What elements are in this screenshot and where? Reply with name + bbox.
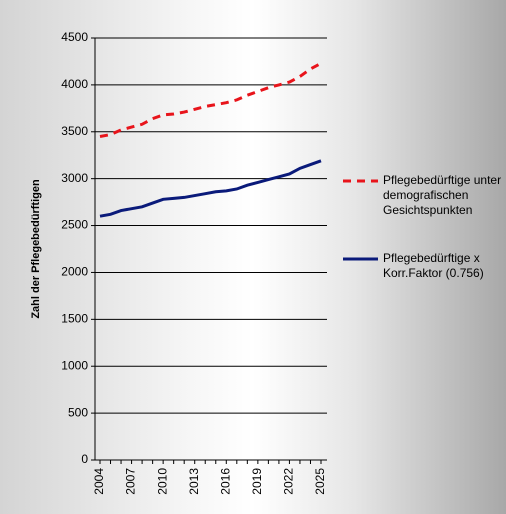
x-tick-label: 2010 (155, 468, 169, 495)
y-tick-label: 0 (81, 452, 88, 466)
y-tick-label: 2500 (61, 218, 88, 232)
x-tick-label: 2007 (124, 468, 138, 495)
y-tick-label: 2000 (61, 265, 88, 279)
y-tick-label: 3000 (61, 171, 88, 185)
x-tick-label: 2025 (313, 468, 327, 495)
series-line (99, 159, 322, 218)
x-tick-label: 2004 (92, 468, 106, 495)
y-tick-label: 1000 (61, 358, 88, 372)
x-tick-label: 2013 (187, 468, 201, 495)
y-tick-label: 4000 (61, 77, 88, 91)
legend-label: Pflegebedürftige x Korr.Faktor (0.756) (383, 251, 484, 280)
x-tick-label: 2022 (282, 468, 296, 495)
series-line (99, 61, 322, 138)
y-tick-label: 1500 (61, 312, 88, 326)
y-tick-label: 3500 (61, 124, 88, 138)
y-tick-label: 500 (68, 405, 88, 419)
x-tick-label: 2019 (250, 468, 264, 495)
y-tick-label: 4500 (61, 30, 88, 44)
y-axis-label: Zahl der Pflegebedürftigen (30, 179, 42, 319)
x-tick-label: 2016 (218, 468, 232, 495)
legend-label: Pflegebedürftige unter demografischen Ge… (383, 173, 502, 217)
